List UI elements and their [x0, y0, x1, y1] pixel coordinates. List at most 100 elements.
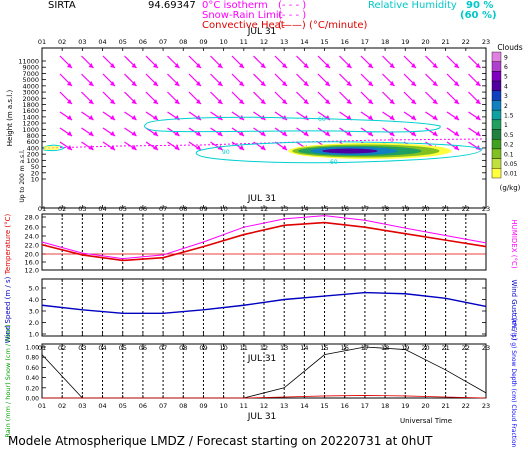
- p2-ylabel-right: HUMIDEX (°C): [510, 219, 518, 268]
- wind-arrow-head: [346, 81, 352, 86]
- p4-hour-label-bottom-17: 17: [361, 402, 369, 410]
- wind-arrow-head: [174, 63, 180, 68]
- wind-arrow-head: [432, 63, 438, 68]
- wind-arrow-head: [174, 131, 180, 136]
- p2-hour-label-top-21: 21: [441, 205, 449, 213]
- p2-hour-label-top-19: 19: [401, 205, 409, 213]
- p2-hour-label-top-10: 10: [219, 205, 227, 213]
- wind-arrow-head: [153, 145, 158, 150]
- colorbar-swatch: [491, 119, 502, 130]
- p2-hour-label-top-08: 08: [179, 205, 187, 213]
- p1-ytick-label: 100: [27, 157, 39, 165]
- colorbar-swatch: [491, 139, 502, 150]
- p2-date-top: JUL 31: [247, 194, 277, 204]
- p4-hour-label-bottom-01: 01: [38, 402, 46, 410]
- wind-arrow-head: [174, 81, 180, 86]
- wind-arrow-head: [475, 99, 481, 104]
- p4-ylabel-right: CAPE (J / g) Snow Depth (cm) Cloud Fract…: [510, 315, 517, 448]
- wind-arrow-head: [88, 63, 94, 68]
- wind-arrow-head: [411, 115, 416, 120]
- wind-arrow-head: [432, 115, 438, 120]
- colorbar-label: 6: [504, 64, 508, 71]
- p1-hour-label-top-20: 20: [421, 38, 429, 46]
- wind-arrow-head: [67, 131, 72, 136]
- colorbar-label: 0.5: [504, 132, 514, 139]
- wind-arrow-head: [153, 99, 158, 104]
- p1-ytick-label: 400: [27, 144, 39, 152]
- wind-arrow-head: [88, 131, 94, 136]
- p4-hour-label-bottom-14: 14: [300, 402, 308, 410]
- wind-arrow-head: [153, 63, 158, 68]
- p1-ytick-label: 1400: [22, 113, 39, 121]
- p2-hour-label-top-03: 03: [78, 205, 86, 213]
- p4-hour-label-bottom-22: 22: [462, 402, 470, 410]
- colorbar-swatch: [491, 100, 502, 111]
- rh-contour-label-bottom: 60: [330, 159, 338, 166]
- isotherm-0c-line: [43, 138, 485, 149]
- wind-arrow-head: [131, 115, 137, 120]
- humidex-line: [41, 215, 487, 260]
- p1-ytick-label: 1800: [22, 101, 39, 109]
- p4-ytick-label: 0.60: [26, 365, 40, 372]
- colorbar-label: 0.01: [504, 171, 518, 178]
- legend-snowrain-sample: (- - - ): [278, 10, 307, 21]
- p1-ytick-label: 10: [31, 176, 39, 184]
- p2-ytick-label: 26.0: [25, 224, 39, 232]
- wind-arrow-head: [239, 81, 244, 86]
- p2-ytick-label: 16.0: [25, 259, 39, 267]
- wind-arrow-head: [475, 115, 481, 120]
- wind-arrow-head: [303, 63, 309, 68]
- wind-arrow-head: [88, 145, 94, 150]
- p4-hour-label-bottom-08: 08: [179, 402, 187, 410]
- p2-hour-label-top-11: 11: [240, 205, 248, 213]
- wind-arrow-head: [239, 131, 244, 136]
- wind-arrow-head: [196, 145, 201, 150]
- p1-ytick-label: 1000: [22, 126, 39, 134]
- wind-arrow-head: [432, 99, 438, 104]
- wind-arrow-head: [389, 63, 395, 68]
- colorbar-label: 4: [504, 83, 508, 90]
- p4-date: JUL 31: [247, 412, 277, 422]
- p2-hour-label-top-20: 20: [421, 205, 429, 213]
- wind-arrow-head: [346, 63, 352, 68]
- cloud-fill-left: [44, 146, 60, 150]
- wind-arrow-head: [88, 99, 94, 104]
- wind-arrow-head: [174, 99, 180, 104]
- rh-contour-lower: [195, 141, 483, 164]
- p4-hour-label-bottom-18: 18: [381, 402, 389, 410]
- p3-ytick-label: 3.0: [29, 308, 39, 316]
- p1-ytick-label: 800: [27, 132, 39, 140]
- legend-isotherm-sample: (- - - ): [278, 0, 307, 11]
- p2-hour-label-top-01: 01: [38, 205, 46, 213]
- p1-ytick-label: 1200: [22, 120, 39, 128]
- p4-hour-label-bottom-10: 10: [219, 402, 227, 410]
- wind-arrow-head: [67, 81, 72, 86]
- p2-hour-label-top-02: 02: [58, 205, 66, 213]
- wind-arrow-head: [368, 131, 373, 136]
- p1-ytick-label: 200: [27, 151, 39, 159]
- p1-ytick-label: 600: [27, 138, 39, 146]
- p2-ytick-label: 28.0: [25, 214, 39, 222]
- wind-arrow-head: [131, 63, 137, 68]
- p4-ytick-label: 1.00: [26, 345, 40, 352]
- legend-snowrain-label: Snow-Rain Limit: [202, 10, 283, 21]
- p2-hour-label-top-05: 05: [119, 205, 127, 213]
- wind-arrow-head: [368, 99, 373, 104]
- wind-arrow-head: [110, 131, 115, 136]
- p2-ytick-label: 20.0: [25, 251, 39, 259]
- p4-hour-label-bottom-05: 05: [119, 402, 127, 410]
- wind-arrow-head: [325, 63, 330, 68]
- p2-hour-label-top-13: 13: [280, 205, 288, 213]
- wind-arrow-head: [110, 115, 115, 120]
- p3-ylabel-right: Wind Gust (m / s): [510, 279, 518, 340]
- wind-arrow-head: [411, 81, 416, 86]
- legend-rh-90: 90 %: [466, 0, 494, 11]
- temperature-line: [41, 221, 487, 262]
- p1-hour-label-top-12: 12: [260, 38, 268, 46]
- p1-hour-label-top-01: 01: [38, 38, 46, 46]
- wind-arrow-head: [110, 99, 115, 104]
- wind-arrow-head: [454, 145, 459, 150]
- station-coords: 94.69347: [148, 0, 196, 11]
- wind-arrow-head: [260, 99, 266, 104]
